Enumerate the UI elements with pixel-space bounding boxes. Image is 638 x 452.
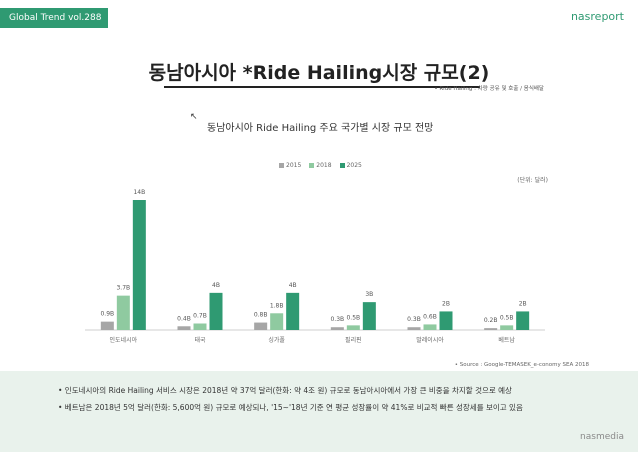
data-label-2018-1: 0.7B <box>193 313 207 320</box>
legend-label-2015: 2015 <box>286 162 302 169</box>
bar-2025-1 <box>209 292 223 330</box>
bar-2025-3 <box>362 302 376 330</box>
vol-tag: Global Trend vol.288 <box>0 8 108 28</box>
page-title: 동남아시아 *Ride Hailing시장 규모(2) <box>148 62 490 84</box>
summary-panel <box>0 371 638 452</box>
legend-item-2015: 2015 <box>279 162 301 169</box>
bar-2018-2 <box>270 313 284 330</box>
legend-swatch-2025 <box>339 163 345 168</box>
legend-label-2025: 2025 <box>346 162 362 169</box>
summary-bullet-2: • 베트남은 2018년 5억 달러(한화: 5,600억 원) 규모로 예상되… <box>58 403 523 412</box>
bar-2015-4 <box>407 327 421 330</box>
title-underline <box>164 86 480 88</box>
data-label-2025-3: 3B <box>365 291 373 298</box>
unit-label: (단위: 달러) <box>517 177 548 184</box>
data-label-2025-0: 14B <box>133 189 145 196</box>
bar-2025-2 <box>286 292 300 330</box>
bar-2015-2 <box>254 322 268 330</box>
bar-2025-0 <box>132 200 146 330</box>
legend-item-2018: 2018 <box>309 162 332 169</box>
bar-2015-1 <box>177 326 191 330</box>
legend-swatch-2015 <box>279 163 284 168</box>
legend-label-2018: 2018 <box>316 162 332 169</box>
bar-2018-0 <box>116 295 130 330</box>
data-label-2015-5: 0.2B <box>484 317 498 324</box>
source-note: • Source : Google-TEMASEK_e-conomy SEA 2… <box>454 362 589 368</box>
x-tick-label-1: 태국 <box>194 336 206 344</box>
data-label-2025-5: 2B <box>519 300 527 307</box>
x-tick-label-2: 싱가폴 <box>268 336 285 344</box>
legend-item-2025: 2025 <box>339 162 362 169</box>
x-tick-label-3: 필리핀 <box>345 336 362 344</box>
x-tick-label-4: 말레이시아 <box>416 336 444 344</box>
summary-bullet-1: • 인도네시아의 Ride Hailing 서비스 시장은 2018년 약 37… <box>58 386 512 395</box>
data-label-2025-1: 4B <box>212 282 220 289</box>
data-label-2015-1: 0.4B <box>177 315 191 322</box>
bar-2018-5 <box>500 325 514 330</box>
bar-2018-3 <box>346 325 360 330</box>
data-label-2018-0: 3.7B <box>116 285 130 292</box>
bar-2015-3 <box>330 327 344 330</box>
cursor-arrow-icon: ↖ <box>190 112 198 122</box>
data-label-2015-3: 0.3B <box>330 316 344 323</box>
bar-2018-1 <box>193 323 207 330</box>
bar-2015-0 <box>100 321 114 330</box>
data-label-2018-3: 0.5B <box>346 314 360 321</box>
bar-2015-5 <box>484 328 498 330</box>
chart-subtitle: 동남아시아 Ride Hailing 주요 국가별 시장 규모 전망 <box>207 123 434 134</box>
data-label-2015-4: 0.3B <box>407 316 421 323</box>
bar-2025-5 <box>516 311 530 330</box>
definition-note: • Ride Hailing : 차량 공유 및 호출 / 음식배달 <box>434 86 544 92</box>
x-tick-label-5: 베트남 <box>498 336 515 344</box>
data-label-2018-4: 0.6B <box>423 313 437 320</box>
footer-brand: nasmedia <box>580 432 624 442</box>
brand-logo: nasreport <box>570 10 624 23</box>
chart-legend: 2015 2018 2025 <box>279 162 362 169</box>
data-label-2025-2: 4B <box>289 282 297 289</box>
data-label-2018-2: 1.8B <box>270 302 284 309</box>
bar-2018-4 <box>423 324 437 330</box>
legend-swatch-2018 <box>309 163 315 168</box>
x-tick-label-0: 인도네시아 <box>110 336 138 344</box>
bar-2025-4 <box>439 311 453 330</box>
data-label-2025-4: 2B <box>442 300 450 307</box>
data-label-2015-0: 0.9B <box>100 311 114 318</box>
data-label-2018-5: 0.5B <box>500 314 514 321</box>
data-label-2015-2: 0.8B <box>254 312 268 319</box>
